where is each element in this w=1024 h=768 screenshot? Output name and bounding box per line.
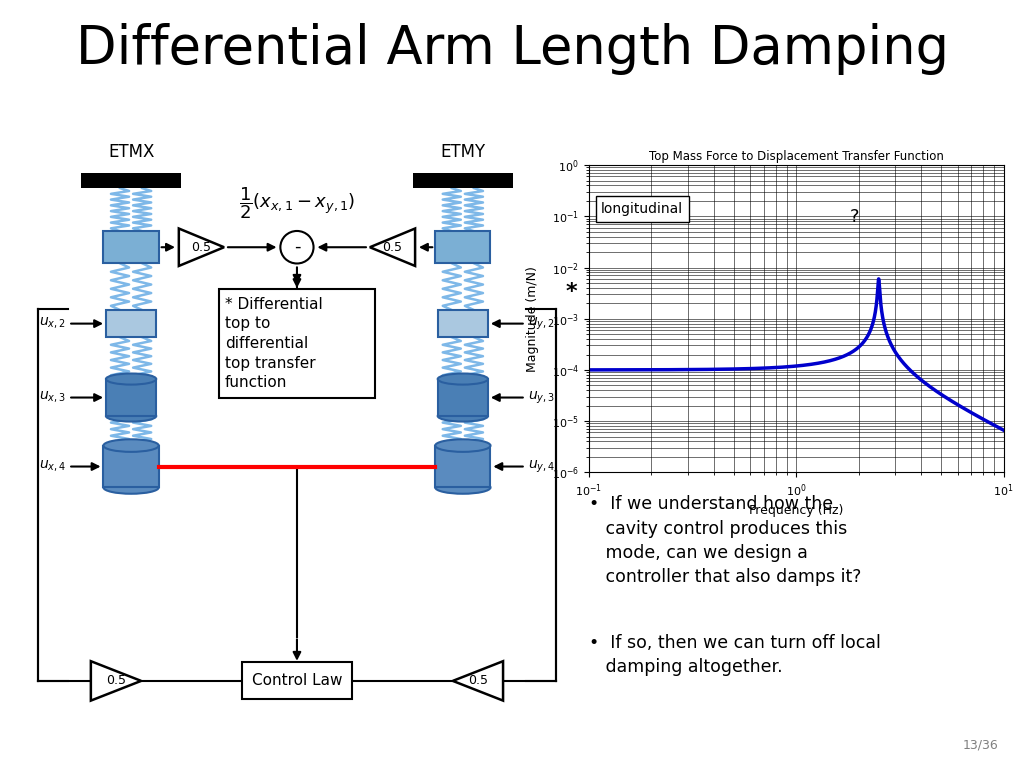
Bar (437, 310, 488, 337)
Text: $u_{y,4}$: $u_{y,4}$ (528, 458, 555, 475)
Text: •  If so, then we can turn off local
   damping altogether.: • If so, then we can turn off local damp… (589, 634, 881, 676)
Bar (435, 445, 490, 488)
Text: ETMY: ETMY (440, 143, 485, 161)
Polygon shape (453, 661, 503, 700)
Text: function: function (225, 376, 288, 390)
Ellipse shape (437, 410, 488, 422)
Bar (242, 663, 352, 700)
Ellipse shape (105, 373, 157, 385)
Text: •  If we understand how the
   cavity control produces this
   mode, can we desi: • If we understand how the cavity contro… (589, 495, 861, 586)
X-axis label: Frequency (Hz): Frequency (Hz) (749, 505, 844, 517)
Text: $u_{x,2}$: $u_{x,2}$ (39, 316, 66, 331)
Ellipse shape (437, 373, 488, 385)
Text: $u_{y,2}$: $u_{y,2}$ (528, 316, 555, 332)
Text: $u_{y,3}$: $u_{y,3}$ (528, 389, 555, 406)
Ellipse shape (103, 439, 159, 452)
Polygon shape (370, 229, 415, 266)
Bar (81, 174, 181, 188)
Circle shape (281, 231, 313, 263)
Text: $u_{x,3}$: $u_{x,3}$ (39, 390, 66, 405)
Ellipse shape (435, 439, 490, 452)
Bar (105, 310, 157, 337)
Text: 0.5: 0.5 (106, 674, 126, 687)
Bar (219, 289, 375, 398)
Text: $\dfrac{1}{2}\left(x_{x,1} - x_{y,1}\right)$: $\dfrac{1}{2}\left(x_{x,1} - x_{y,1}\rig… (239, 185, 355, 220)
Text: *: * (565, 282, 578, 302)
Ellipse shape (105, 410, 157, 422)
Text: longitudinal: longitudinal (601, 202, 683, 216)
Text: 0.5: 0.5 (383, 240, 402, 253)
Bar (437, 379, 488, 416)
Ellipse shape (435, 482, 490, 494)
Ellipse shape (103, 482, 159, 494)
Polygon shape (179, 229, 224, 266)
Bar (105, 379, 157, 416)
Bar (435, 231, 490, 263)
Text: 0.5: 0.5 (191, 240, 211, 253)
Text: 13/36: 13/36 (963, 738, 998, 751)
Text: 0.5: 0.5 (468, 674, 487, 687)
Text: ?: ? (850, 208, 859, 227)
Text: top transfer: top transfer (225, 356, 315, 371)
Title: Top Mass Force to Displacement Transfer Function: Top Mass Force to Displacement Transfer … (649, 150, 943, 163)
Bar (413, 174, 513, 188)
Bar (103, 445, 159, 488)
Text: ETMX: ETMX (108, 143, 155, 161)
Text: $u_{x,4}$: $u_{x,4}$ (39, 459, 66, 474)
Text: Control Law: Control Law (252, 674, 342, 688)
Text: -: - (294, 238, 300, 257)
Text: top to: top to (225, 316, 270, 331)
Text: differential: differential (225, 336, 308, 351)
Bar (103, 231, 159, 263)
Text: Differential Arm Length Damping: Differential Arm Length Damping (76, 23, 948, 75)
Y-axis label: Magnitude (m/N): Magnitude (m/N) (526, 266, 539, 372)
Text: * Differential: * Differential (225, 296, 323, 312)
Polygon shape (91, 661, 141, 700)
